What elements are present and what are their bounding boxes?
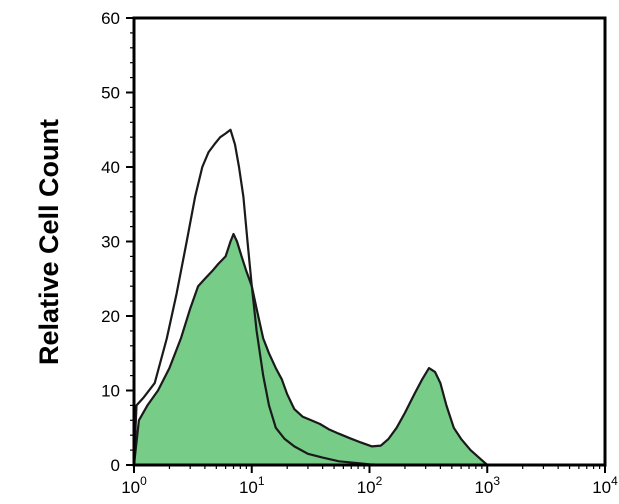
y-tick-label: 50	[101, 84, 120, 103]
x-axis: 100 101 102 103 104	[121, 465, 618, 497]
y-tick-label: 20	[101, 307, 120, 326]
plot-layer	[132, 16, 607, 467]
x-tick-label: 103	[474, 474, 500, 497]
y-tick-label: 30	[101, 233, 120, 252]
x-tick-label: 101	[239, 474, 265, 497]
y-tick-label: 40	[101, 158, 120, 177]
y-axis: 0 10 20 30 40 50 60	[101, 9, 134, 475]
y-axis-label: Relative Cell Count	[34, 119, 64, 365]
y-tick-label: 0	[111, 456, 120, 475]
x-tick-label: 100	[121, 474, 147, 497]
filled-histogram-series	[132, 232, 489, 467]
y-tick-label: 10	[101, 382, 120, 401]
x-tick-label: 102	[357, 474, 383, 497]
outline-histogram-series	[132, 128, 387, 467]
x-tick-label: 104	[592, 474, 618, 497]
y-tick-label: 60	[101, 9, 120, 28]
